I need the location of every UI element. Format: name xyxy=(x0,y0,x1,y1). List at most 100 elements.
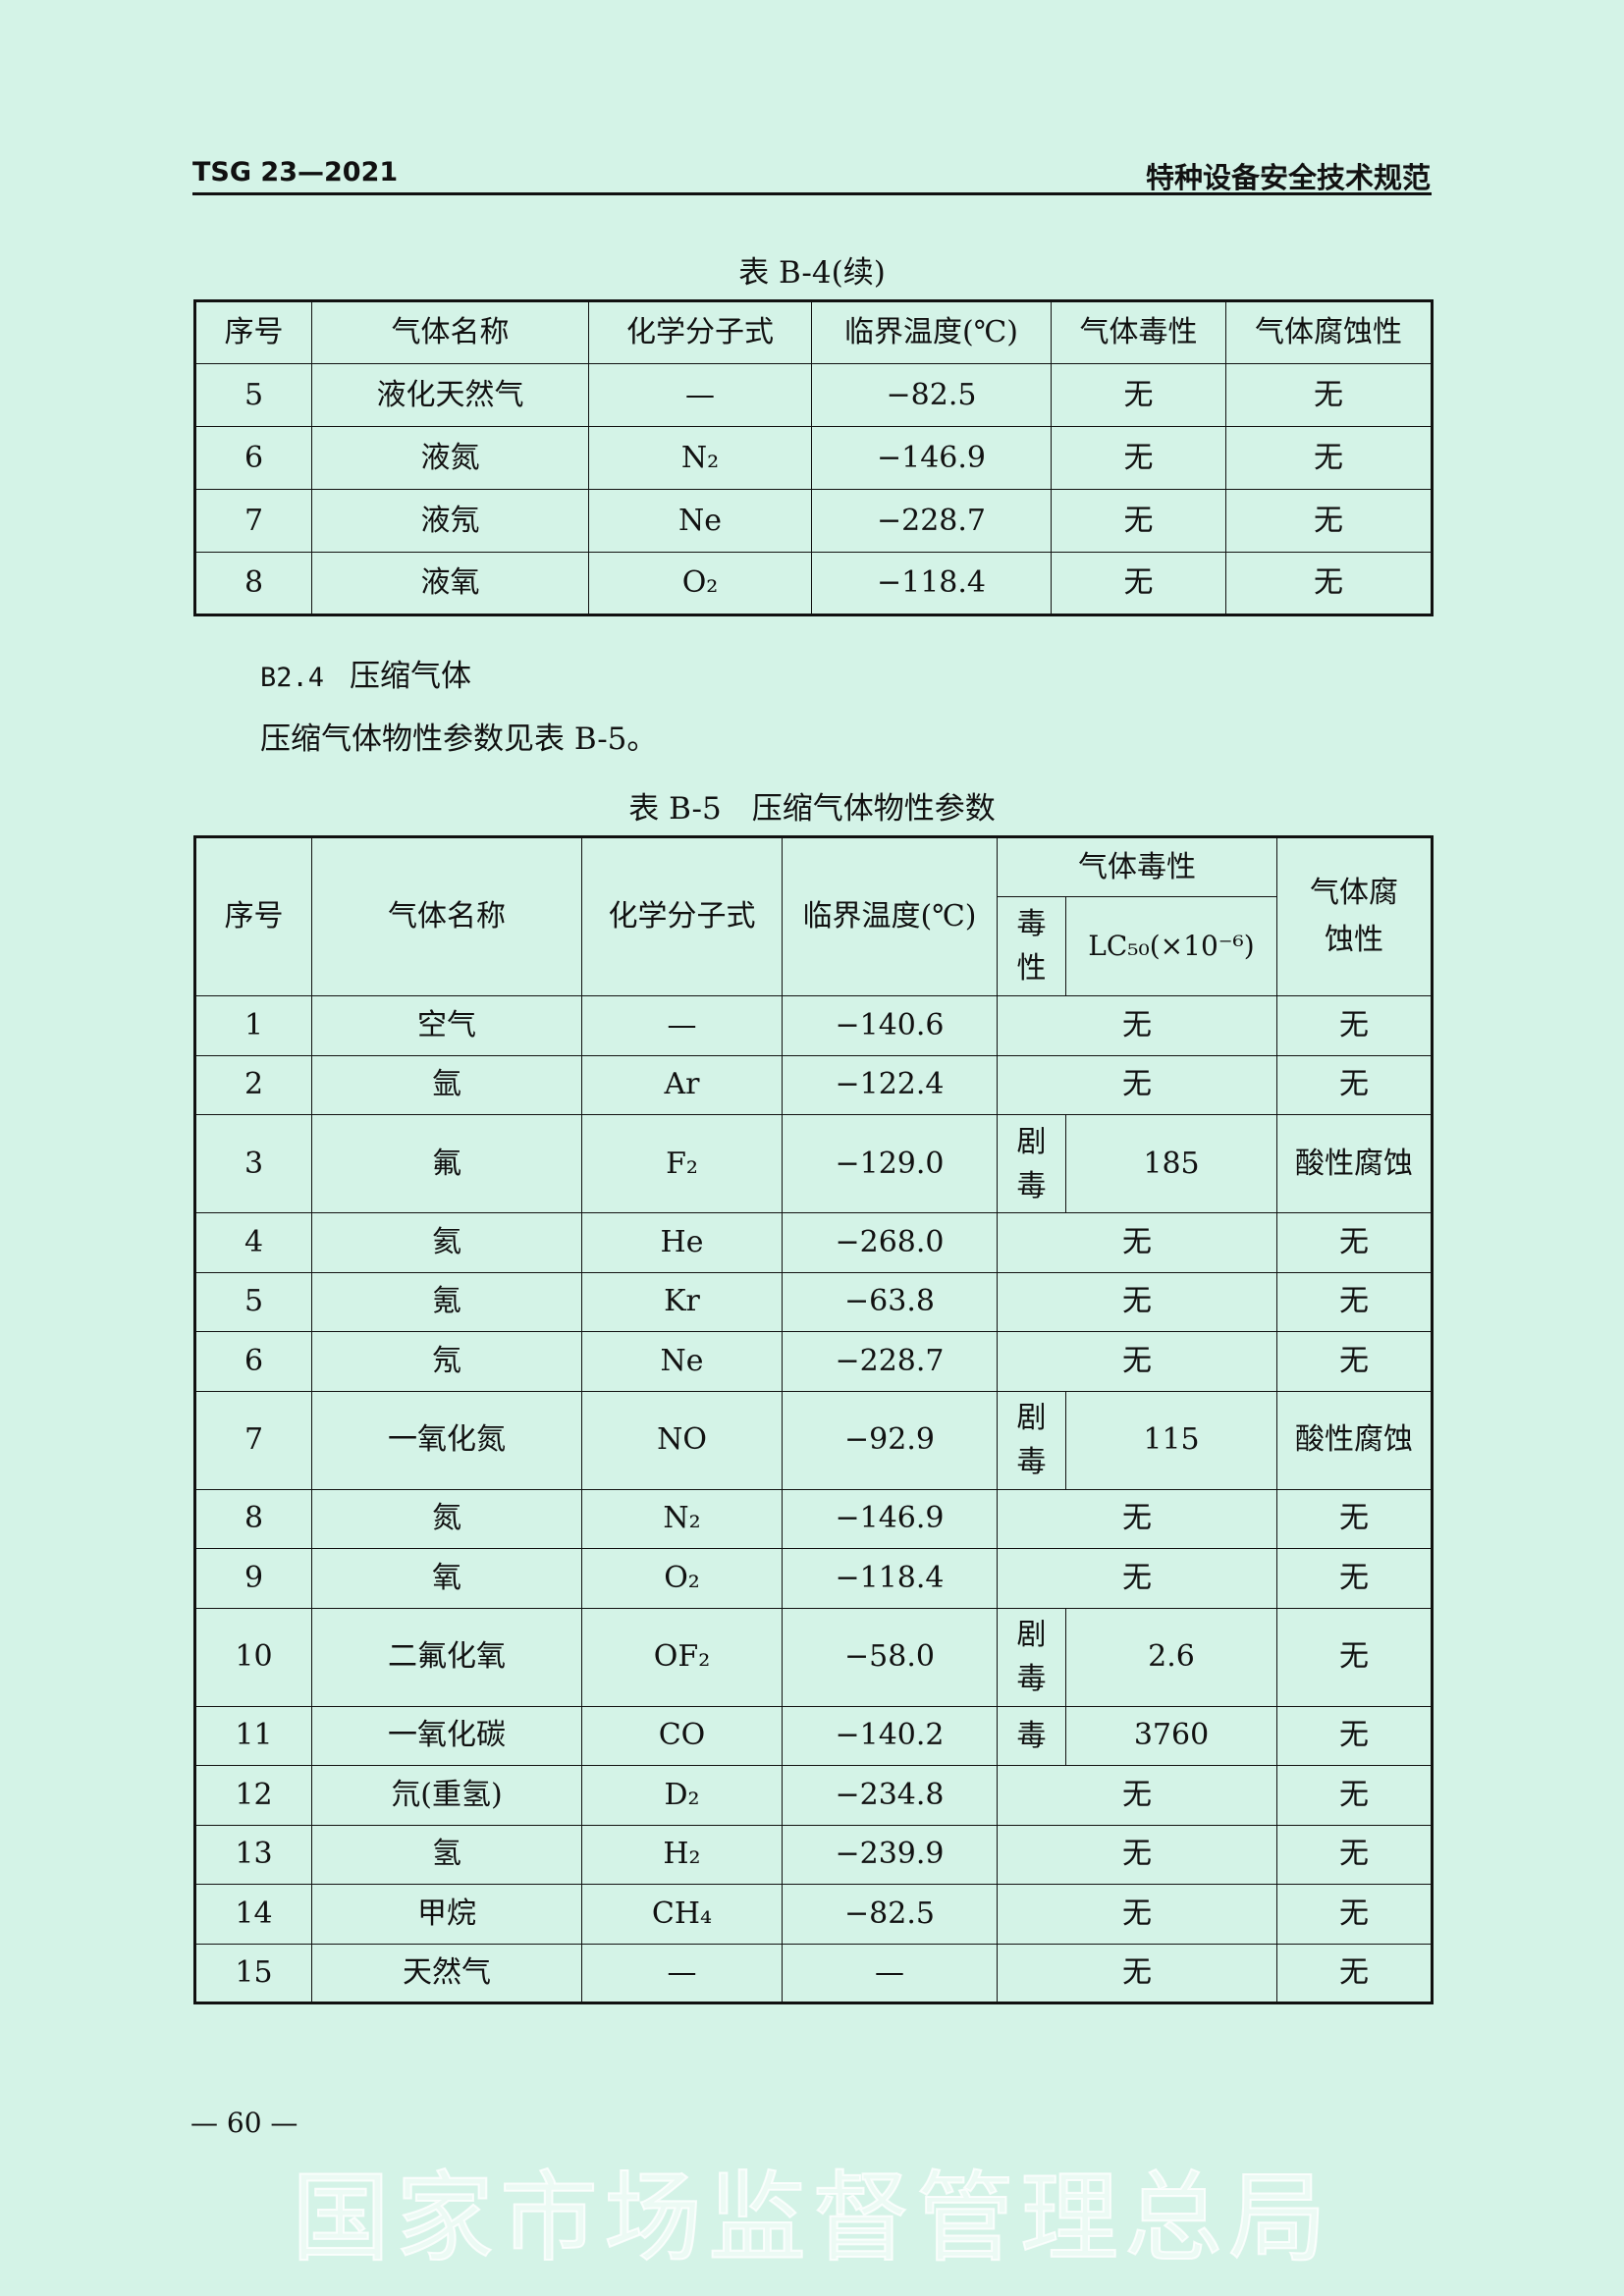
table-row: 11 一氧化碳 CO −140.2 毒 3760 无 xyxy=(194,1705,1433,1766)
cell-temp: −234.8 xyxy=(782,1765,998,1826)
section-paragraph: 压缩气体物性参数见表 B-5。 xyxy=(260,721,658,757)
cell-no: 3 xyxy=(194,1114,312,1213)
cell-name: 天然气 xyxy=(311,1943,582,2003)
cell-toxicity-level: 剧毒 xyxy=(997,1607,1066,1707)
cell-lc50: 185 xyxy=(1065,1114,1277,1213)
column-header: 序号 xyxy=(194,300,312,364)
cell-no: 6 xyxy=(194,1331,312,1392)
cell-formula: O₂ xyxy=(581,1548,783,1609)
column-header: 气体腐蚀性 xyxy=(1225,300,1433,364)
cell-corrosion: 无 xyxy=(1276,1331,1433,1392)
column-header-formula: 化学分子式 xyxy=(581,836,783,996)
cell-no: 2 xyxy=(194,1054,312,1115)
cell-corrosion: 无 xyxy=(1276,1488,1433,1549)
cell-no: 12 xyxy=(194,1765,312,1826)
cell-corrosion: 无 xyxy=(1276,1548,1433,1609)
table-header-row: 序号 气体名称 化学分子式 临界温度(℃) 气体毒性 气体腐蚀性 xyxy=(194,836,1433,996)
table-cell: 5 xyxy=(194,363,312,427)
table-row: 8 液氧 O₂ −118.4 无无 xyxy=(194,552,1433,615)
cell-name: 氖 xyxy=(311,1331,582,1392)
cell-formula: CO xyxy=(581,1705,783,1766)
table-row: 5 氪 Kr −63.8 无无 xyxy=(194,1271,1433,1332)
table-row: 8 氮 N₂ −146.9 无无 xyxy=(194,1488,1433,1549)
table-cell: 无 xyxy=(1051,552,1226,615)
table-row: 1 空气 — −140.6 无无 xyxy=(194,995,1433,1056)
header-divider xyxy=(192,192,1432,195)
cell-temp: −82.5 xyxy=(782,1884,998,1945)
table-row: 7 液氖 Ne −228.7 无无 xyxy=(194,489,1433,553)
cell-corrosion: 无 xyxy=(1276,1705,1433,1766)
cell-name: 氮 xyxy=(311,1488,582,1549)
cell-formula: Ne xyxy=(581,1331,783,1392)
cell-name: 氦 xyxy=(311,1212,582,1273)
cell-name: 氟 xyxy=(311,1114,582,1213)
cell-formula: NO xyxy=(581,1390,783,1490)
section-title: 压缩气体 xyxy=(350,659,472,694)
column-header: 化学分子式 xyxy=(588,300,812,364)
header-code: TSG 23—2021 xyxy=(192,157,399,187)
table-cell: 液氧 xyxy=(311,552,589,615)
table-cell: 无 xyxy=(1225,363,1433,427)
cell-name: 氧 xyxy=(311,1548,582,1609)
table-cell: −118.4 xyxy=(811,552,1052,615)
cell-corrosion: 无 xyxy=(1276,1607,1433,1707)
table-cell: N₂ xyxy=(588,426,812,490)
column-header-name: 气体名称 xyxy=(311,836,582,996)
column-header-no: 序号 xyxy=(194,836,312,996)
header-title: 特种设备安全技术规范 xyxy=(1145,161,1431,194)
cell-no: 5 xyxy=(194,1271,312,1332)
cell-no: 14 xyxy=(194,1884,312,1945)
table-row: 2 氩 Ar −122.4 无无 xyxy=(194,1054,1433,1115)
cell-toxicity: 无 xyxy=(997,1054,1277,1115)
table-b4: 序号 气体名称 化学分子式 临界温度(℃) 气体毒性 气体腐蚀性 5 液化天然气 — −82.5 无… xyxy=(193,299,1434,616)
column-header: 临界温度(℃) xyxy=(811,300,1052,364)
cell-toxicity-level: 毒 xyxy=(997,1705,1066,1766)
column-header-temp: 临界温度(℃) xyxy=(782,836,998,996)
cell-name: 氘(重氢) xyxy=(311,1765,582,1826)
cell-no: 4 xyxy=(194,1212,312,1273)
cell-formula: D₂ xyxy=(581,1765,783,1826)
cell-corrosion: 无 xyxy=(1276,1054,1433,1115)
cell-no: 10 xyxy=(194,1607,312,1707)
table-cell: 无 xyxy=(1225,426,1433,490)
table-row: 15 天然气 — — 无无 xyxy=(194,1943,1433,2003)
cell-name: 氪 xyxy=(311,1271,582,1332)
cell-toxicity: 无 xyxy=(997,1824,1277,1885)
cell-name: 空气 xyxy=(311,995,582,1056)
table-cell: — xyxy=(588,363,812,427)
table-cell: 液化天然气 xyxy=(311,363,589,427)
cell-temp: −63.8 xyxy=(782,1271,998,1332)
cell-no: 1 xyxy=(194,995,312,1056)
cell-temp: −92.9 xyxy=(782,1390,998,1490)
cell-no: 9 xyxy=(194,1548,312,1609)
cell-corrosion: 无 xyxy=(1276,1824,1433,1885)
cell-lc50: 3760 xyxy=(1065,1705,1277,1766)
table-row: 13 氢 H₂ −239.9 无无 xyxy=(194,1824,1433,1885)
cell-toxicity: 无 xyxy=(997,1884,1277,1945)
column-header: 气体名称 xyxy=(311,300,589,364)
cell-corrosion: 无 xyxy=(1276,1212,1433,1273)
cell-formula: F₂ xyxy=(581,1114,783,1213)
table-cell: 8 xyxy=(194,552,312,615)
cell-name: 一氧化氮 xyxy=(311,1390,582,1490)
table-b5: 序号 气体名称 化学分子式 临界温度(℃) 气体毒性 气体腐蚀性 毒性 LC₅₀(×10⁻⁶)… xyxy=(193,835,1434,2004)
cell-toxicity: 无 xyxy=(997,1548,1277,1609)
cell-toxicity: 无 xyxy=(997,995,1277,1056)
cell-no: 15 xyxy=(194,1943,312,2003)
cell-toxicity: 无 xyxy=(997,1488,1277,1549)
cell-corrosion: 无 xyxy=(1276,1271,1433,1332)
table-row: 12 氘(重氢) D₂ −234.8 无无 xyxy=(194,1765,1433,1826)
cell-lc50: 2.6 xyxy=(1065,1607,1277,1707)
table-row: 4 氦 He −268.0 无无 xyxy=(194,1212,1433,1273)
cell-temp: −228.7 xyxy=(782,1331,998,1392)
cell-corrosion: 酸性腐蚀 xyxy=(1276,1114,1433,1213)
table-cell: 无 xyxy=(1051,426,1226,490)
cell-name: 二氟化氧 xyxy=(311,1607,582,1707)
cell-formula: OF₂ xyxy=(581,1607,783,1707)
table-cell: 无 xyxy=(1051,363,1226,427)
table-cell: 液氖 xyxy=(311,489,589,553)
section-number: B2.4 xyxy=(260,663,325,693)
table-cell: −82.5 xyxy=(811,363,1052,427)
table-cell: 无 xyxy=(1225,489,1433,553)
column-header-lc50: LC₅₀(×10⁻⁶) xyxy=(1065,896,1277,996)
